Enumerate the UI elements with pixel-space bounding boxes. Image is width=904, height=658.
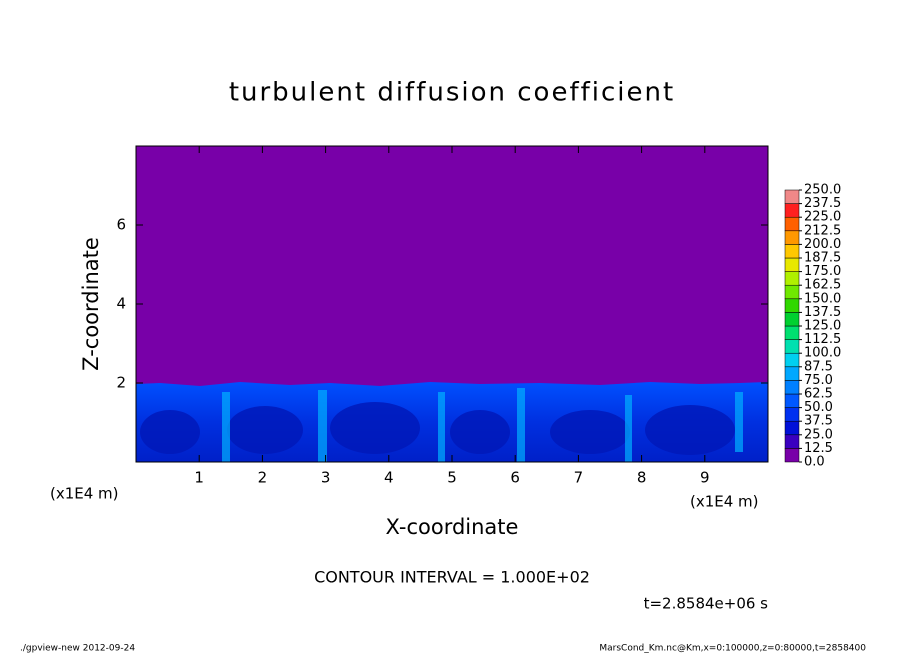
colorbar-swatch (784, 366, 800, 381)
y-tick-label: 4 (116, 295, 126, 313)
colorbar-swatch (784, 230, 800, 245)
x-axis-label: X-coordinate (386, 515, 519, 539)
colorbar-label: 12.5 (804, 441, 833, 456)
time-label: t=2.8584e+06 s (644, 595, 769, 613)
y-axis-label: Z-coordinate (79, 237, 103, 371)
colorbar-label: 125.0 (804, 319, 841, 334)
colorbar-swatch (784, 257, 800, 272)
colorbar-label: 75.0 (804, 373, 833, 388)
x-tick-label: 2 (258, 469, 268, 487)
colorbar-swatch (784, 216, 800, 232)
colorbar-label: 25.0 (804, 427, 833, 442)
colorbar-label: 112.5 (804, 332, 841, 347)
chart-title: turbulent diffusion coefficient (229, 78, 675, 108)
colorbar-swatch (784, 448, 800, 463)
colorbar-swatch (784, 352, 800, 368)
colorbar-label: 0.0 (804, 455, 825, 470)
colorbar-swatch (784, 393, 800, 408)
colorbar-swatch (784, 339, 800, 354)
colorbar-swatch (784, 203, 800, 218)
colorbar-label: 212.5 (804, 223, 841, 238)
colorbar-label: 237.5 (804, 196, 841, 211)
colorbar-label: 200.0 (804, 237, 841, 252)
colorbar-label: 37.5 (804, 414, 833, 429)
colorbar-swatch (784, 271, 800, 286)
colorbar-swatch (784, 244, 800, 259)
x-tick-label: 3 (321, 469, 331, 487)
y-tick-label: 6 (116, 216, 126, 234)
colorbar-label: 50.0 (804, 400, 833, 415)
colorbar-swatch (784, 407, 800, 422)
colorbar-label: 225.0 (804, 210, 841, 225)
colorbar-label: 187.5 (804, 251, 841, 266)
footer-right: MarsCond_Km.nc@Km,x=0:100000,z=0:80000,t… (599, 644, 866, 654)
colorbar-swatch (784, 420, 800, 436)
plumes (222, 388, 743, 462)
colorbar-swatch (784, 380, 800, 395)
x-tick-label: 7 (574, 469, 584, 487)
colorbar-label: 137.5 (804, 305, 841, 320)
footer-left: ./gpview-new 2012-09-24 (20, 644, 135, 654)
plot-area (135, 145, 769, 463)
colorbar-label: 250.0 (804, 183, 841, 198)
colorbar-swatch (784, 284, 800, 300)
x-tick-label: 4 (384, 469, 394, 487)
colorbar-swatch (784, 312, 800, 327)
colorbar-label: 162.5 (804, 278, 841, 293)
x-tick-label: 8 (637, 469, 647, 487)
colorbar-label: 150.0 (804, 291, 841, 306)
colorbar-label: 100.0 (804, 346, 841, 361)
x-unit-label: (x1E4 m) (690, 493, 759, 511)
x-tick-label: 5 (447, 469, 457, 487)
x-tick-label: 6 (510, 469, 520, 487)
colorbar-label: 87.5 (804, 359, 833, 374)
eddies (140, 402, 735, 455)
colorbar-swatch (784, 325, 800, 340)
x-tick-label: 9 (700, 469, 710, 487)
colorbar-swatch (784, 434, 800, 449)
x-tick-label: 1 (194, 469, 204, 487)
y-tick-label: 2 (116, 374, 126, 392)
colorbar-swatch (784, 189, 800, 204)
colorbar-swatch (784, 298, 800, 313)
x-unit-label: (x1E4 m) (50, 485, 119, 503)
contour-note: CONTOUR INTERVAL = 1.000E+02 (314, 568, 590, 587)
colorbar-label: 62.5 (804, 387, 833, 402)
colorbar-label: 175.0 (804, 264, 841, 279)
